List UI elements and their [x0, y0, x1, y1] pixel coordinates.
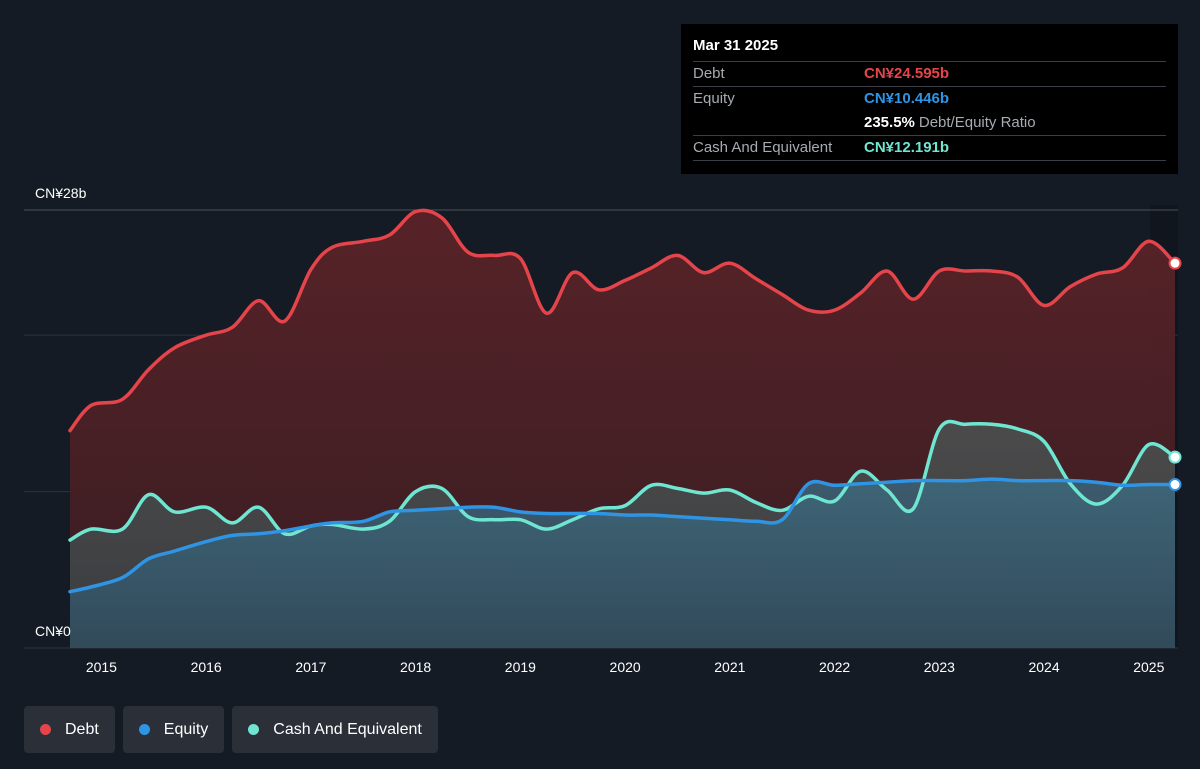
tooltip-equity-label: Equity	[693, 90, 735, 107]
endpoints	[1168, 256, 1182, 492]
tooltip-ratio-value: 235.5%	[864, 114, 915, 131]
legend-equity-label: Equity	[163, 720, 209, 738]
lines	[68, 208, 1177, 594]
x-tick-label: 2015	[86, 659, 117, 675]
x-tick-label: 2022	[819, 659, 850, 675]
cash-line	[68, 419, 1177, 542]
tooltip-ratio-row: 235.5% Debt/Equity Ratio	[693, 111, 1166, 135]
x-tick-label: 2024	[1028, 659, 1059, 675]
tooltip: Mar 31 2025 Debt CN¥24.595b Equity CN¥10…	[681, 24, 1178, 174]
y-axis-labels: CN¥28b CN¥0	[35, 185, 87, 639]
areas	[70, 210, 1175, 648]
legend-cash-label: Cash And Equivalent	[273, 720, 422, 738]
tooltip-cash-value: CN¥12.191b	[864, 139, 950, 156]
x-tick-label: 2020	[610, 659, 641, 675]
legend-item-equity[interactable]: Equity	[122, 706, 225, 753]
equity-line	[68, 477, 1177, 594]
tooltip-ratio-label: Debt/Equity Ratio	[918, 114, 1036, 131]
equity-area	[70, 479, 1175, 648]
cash-endpoint	[1168, 450, 1182, 464]
x-tick-label: 2023	[924, 659, 955, 675]
equity-dot-icon	[138, 724, 150, 735]
y-tick-label-min: CN¥0	[35, 623, 71, 639]
tooltip-debt-label: Debt	[693, 65, 725, 82]
tooltip-cash-label: Cash And Equivalent	[693, 139, 833, 156]
tooltip-cash-row: Cash And Equivalent CN¥12.191b	[693, 135, 1166, 161]
cash-dot-icon	[248, 724, 260, 735]
x-tick-label: 2017	[295, 659, 326, 675]
x-tick-label: 2021	[714, 659, 745, 675]
tooltip-debt-value: CN¥24.595b	[864, 65, 950, 82]
debt-dot-icon	[40, 724, 51, 735]
equity-endpoint	[1168, 478, 1182, 492]
legend-item-debt[interactable]: Debt	[24, 706, 115, 753]
legend-item-cash[interactable]: Cash And Equivalent	[232, 706, 438, 753]
x-axis-labels: 2015 2016 2017 2018 2019 2020 2021 2022 2023 2024…	[86, 659, 1165, 675]
y-tick-label-max: CN¥28b	[35, 185, 87, 201]
tooltip-date: Mar 31 2025	[693, 37, 779, 54]
debt-endpoint	[1168, 256, 1182, 270]
tooltip-equity-value: CN¥10.446b	[864, 90, 950, 107]
x-tick-label: 2016	[191, 659, 222, 675]
tooltip-debt-row: Debt CN¥24.595b	[693, 61, 1166, 86]
legend: Debt Equity Cash And Equivalent	[24, 706, 438, 753]
debt-line	[68, 208, 1177, 433]
x-tick-label: 2018	[400, 659, 431, 675]
legend-debt-label: Debt	[65, 720, 99, 738]
tooltip-equity-row: Equity CN¥10.446b	[693, 86, 1166, 111]
x-tick-label: 2025	[1133, 659, 1164, 675]
x-tick-label: 2019	[505, 659, 536, 675]
